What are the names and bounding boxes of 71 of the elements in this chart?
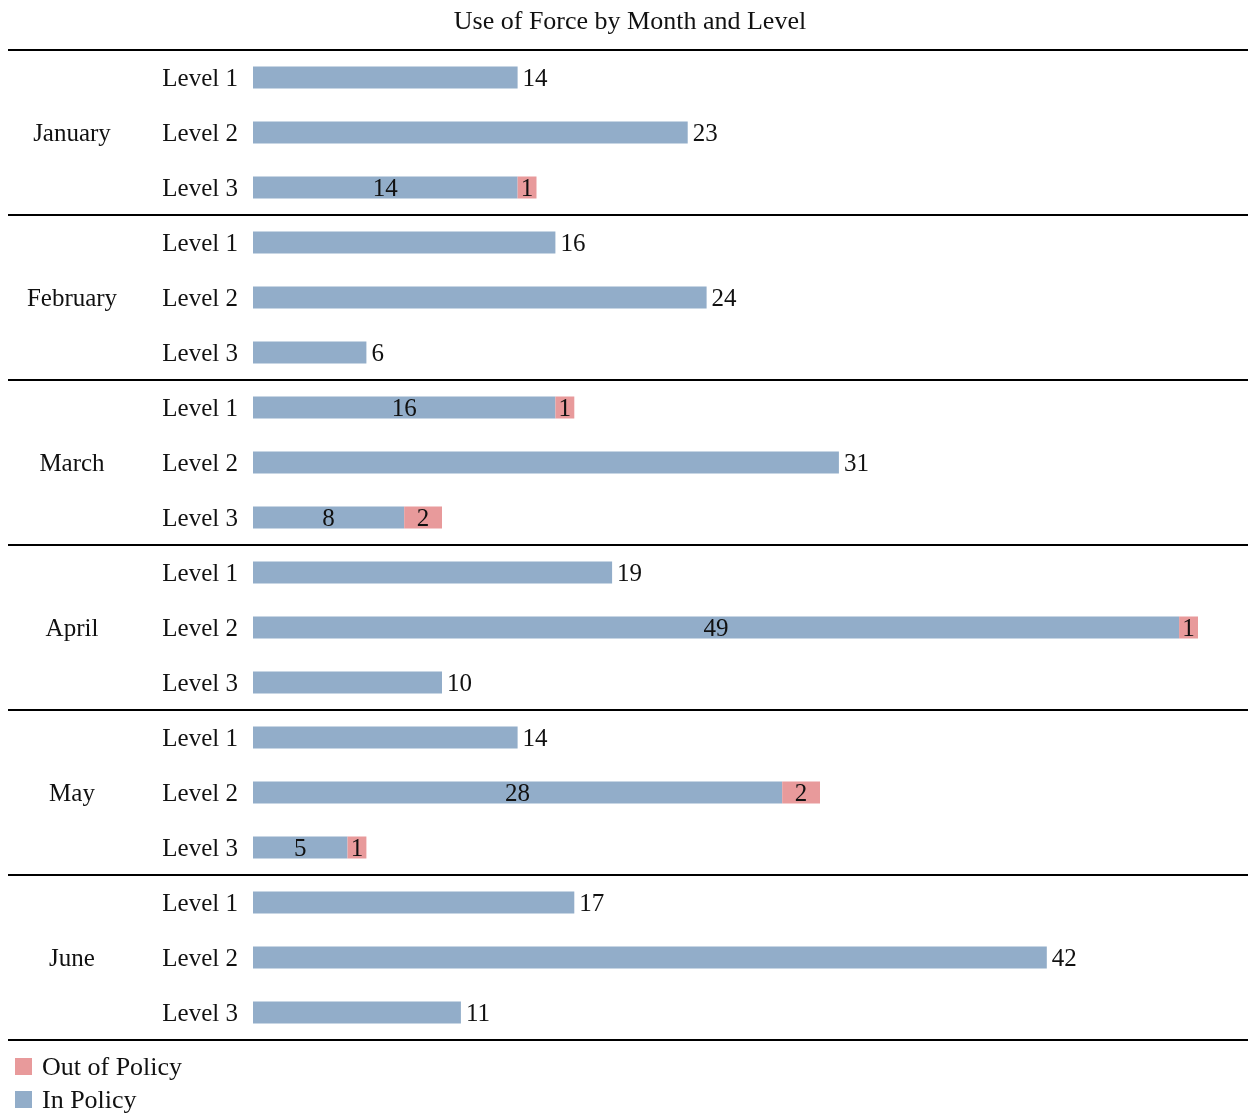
data-label: 8: [322, 503, 335, 531]
data-label: 10: [447, 668, 472, 696]
y-tick-label: Level 2: [162, 943, 238, 971]
y-tick-label: Level 1: [162, 393, 238, 421]
bar: [404, 506, 442, 529]
bar: [253, 671, 442, 694]
data-label: 49: [703, 613, 729, 641]
data-label: 11: [465, 998, 490, 1026]
chart-title: Use of Force by Month and Level: [453, 6, 807, 35]
y-tick-label: Level 1: [162, 723, 238, 751]
y-tick-label: Level 3: [162, 338, 238, 366]
bar: [253, 231, 556, 254]
y-tick-label: Level 2: [162, 118, 238, 146]
y-tick-label: Level 3: [162, 998, 238, 1026]
data-label: 24: [711, 283, 738, 311]
data-label: 1: [350, 833, 364, 861]
text: April: [45, 613, 99, 641]
bar: [782, 781, 820, 804]
y-tick-label: Level 1: [162, 228, 238, 256]
y-tick-label: Level 3: [162, 833, 238, 861]
text: June: [49, 943, 95, 971]
bar: [253, 286, 707, 309]
data-label: 16: [391, 393, 417, 421]
text: May: [49, 778, 96, 806]
bar: [253, 781, 783, 804]
bar: [253, 836, 348, 859]
data-label: 1: [520, 173, 534, 201]
y-tick-label: Level 2: [162, 778, 238, 806]
bar: [253, 341, 367, 364]
bar: [253, 1001, 461, 1024]
bar: [253, 726, 518, 749]
y-tick-label: Level 2: [162, 448, 238, 476]
bar: [253, 451, 839, 474]
bar: [253, 891, 575, 914]
legend-label: In Policy: [42, 1085, 137, 1114]
data-label: 1: [558, 393, 572, 421]
data-label: 14: [372, 173, 399, 201]
y-tick-label: Level 3: [162, 173, 238, 201]
text: March: [39, 448, 106, 476]
data-label: 5: [294, 833, 307, 861]
data-label: 14: [522, 63, 549, 91]
bar: [253, 121, 688, 144]
data-label: 31: [843, 448, 869, 476]
bar: [253, 396, 556, 419]
bar: [253, 946, 1047, 969]
data-label: 17: [579, 888, 605, 916]
y-tick-label: Level 3: [162, 503, 238, 531]
y-tick-label: Level 2: [162, 613, 238, 641]
y-tick-label: Level 1: [162, 63, 238, 91]
bar: [253, 176, 518, 199]
data-label: 16: [560, 228, 586, 256]
bar: [253, 506, 405, 529]
data-label: 23: [692, 118, 718, 146]
data-label: 28: [505, 778, 531, 806]
bar: [253, 561, 613, 584]
bar: [253, 66, 518, 89]
bar: [253, 616, 1180, 639]
data-label: 42: [1051, 943, 1077, 971]
data-label: 19: [617, 558, 643, 586]
y-tick-label: Level 1: [162, 558, 238, 586]
data-label: 1: [1182, 613, 1195, 641]
data-label: 14: [522, 723, 549, 751]
data-label: 2: [416, 503, 430, 531]
y-tick-label: Level 1: [162, 888, 238, 916]
data-label: 2: [794, 778, 808, 806]
y-tick-label: Level 2: [162, 283, 238, 311]
data-label: 6: [371, 338, 384, 366]
y-tick-label: Level 3: [162, 668, 238, 696]
text: February: [26, 283, 118, 311]
text: January: [33, 118, 112, 146]
legend-label: Out of Policy: [42, 1052, 183, 1081]
